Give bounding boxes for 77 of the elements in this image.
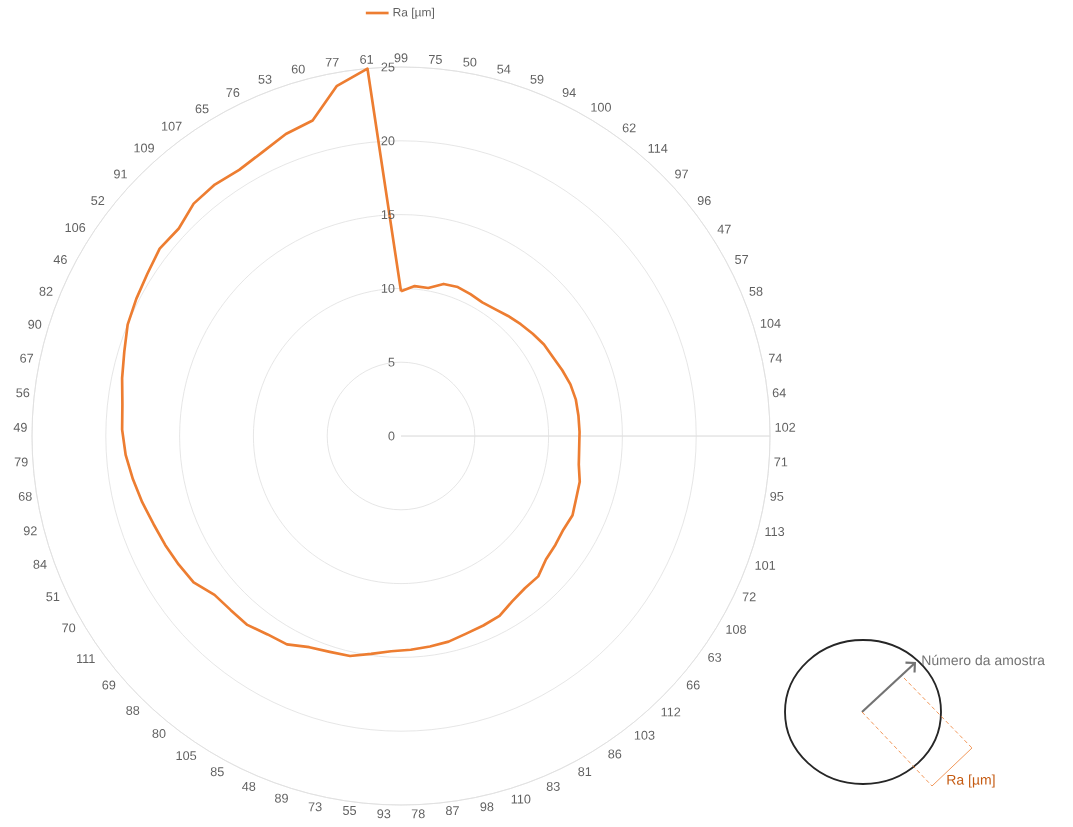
spoke-label: 81 <box>578 767 592 777</box>
spoke-label: 111 <box>77 654 95 663</box>
spoke-label: 64 <box>772 388 786 398</box>
spoke-label: 108 <box>726 624 747 634</box>
spoke-label: 104 <box>760 318 781 328</box>
spoke-label: 113 <box>765 527 785 537</box>
spoke-label: 110 <box>511 794 531 804</box>
spoke-label: 95 <box>770 491 784 501</box>
spoke-label: 98 <box>480 802 494 812</box>
y-tick-label: 0 <box>388 431 395 441</box>
spoke-label: 75 <box>428 55 442 64</box>
spoke-label: 79 <box>14 457 28 467</box>
spoke-label: 55 <box>343 806 357 815</box>
spoke-label: 71 <box>774 457 788 467</box>
spoke-label: 83 <box>546 781 560 791</box>
spoke-label: 112 <box>661 707 681 717</box>
spoke-label: 77 <box>325 57 339 67</box>
spoke-label: 62 <box>622 123 636 133</box>
spoke-label: 65 <box>195 104 209 114</box>
text: Número da amostra <box>922 654 1045 666</box>
spoke-label: 87 <box>445 806 459 816</box>
spoke-label: 60 <box>291 64 305 74</box>
spoke-label: 59 <box>530 74 544 84</box>
spoke-label: 92 <box>23 526 37 536</box>
spoke-label: 91 <box>114 169 127 179</box>
legend-label: Ra [µm] <box>393 7 434 19</box>
spoke-label: 54 <box>497 64 511 74</box>
spoke-label: 53 <box>258 74 272 84</box>
spoke-label: 85 <box>210 767 224 777</box>
spoke-label: 57 <box>735 255 749 264</box>
spoke-label: 105 <box>176 751 197 761</box>
y-tick-label: 20 <box>381 136 395 146</box>
spoke-label: 58 <box>749 286 763 296</box>
spoke-label: 68 <box>18 491 32 501</box>
spoke-label: 114 <box>648 143 668 153</box>
spoke-label: 73 <box>308 802 322 812</box>
spoke-label: 48 <box>242 781 256 791</box>
spoke-label: 56 <box>16 388 30 398</box>
spoke-label: 100 <box>591 102 611 112</box>
spoke-label: 86 <box>608 749 622 759</box>
spoke-label: 84 <box>33 559 47 569</box>
text: Ra [µm] <box>947 774 995 788</box>
spoke-label: 82 <box>39 286 53 296</box>
spoke-label: 47 <box>717 224 731 234</box>
y-tick-label: 10 <box>381 283 395 293</box>
spoke-label: 46 <box>53 255 67 264</box>
spoke-label: 50 <box>463 57 477 67</box>
spoke-label: 52 <box>91 196 105 206</box>
spoke-label: 89 <box>275 793 288 803</box>
y-tick-label: 5 <box>388 357 395 367</box>
spoke-label: 72 <box>742 592 756 602</box>
spoke-label: 67 <box>20 353 34 363</box>
spoke-label: 103 <box>634 730 655 740</box>
spoke-label: 93 <box>377 809 391 819</box>
spoke-label: 90 <box>28 319 42 329</box>
spoke-label: 106 <box>65 223 86 233</box>
spoke-label: 94 <box>562 88 576 98</box>
spoke-label: 76 <box>226 88 240 98</box>
spoke-label: 107 <box>162 121 182 131</box>
spoke-label: 66 <box>686 680 700 690</box>
spoke-label: 96 <box>697 196 711 206</box>
spoke-label: 102 <box>775 422 796 432</box>
spoke-label: 61 <box>360 54 374 64</box>
spoke-label: 109 <box>134 143 154 153</box>
y-tick-label: 25 <box>381 62 395 72</box>
spoke-label: 74 <box>768 353 783 363</box>
spoke-label: 97 <box>675 169 688 179</box>
spoke-label: 70 <box>62 623 76 633</box>
spoke-label: 99 <box>394 53 408 63</box>
spoke-label: 78 <box>411 809 425 819</box>
spoke-label: 69 <box>102 680 116 690</box>
spoke-label: 101 <box>755 560 776 570</box>
spoke-label: 88 <box>126 705 140 715</box>
spoke-label: 51 <box>46 592 60 602</box>
spoke-label: 63 <box>708 652 722 662</box>
spoke-label: 49 <box>13 422 27 432</box>
spoke-label: 80 <box>152 729 166 738</box>
